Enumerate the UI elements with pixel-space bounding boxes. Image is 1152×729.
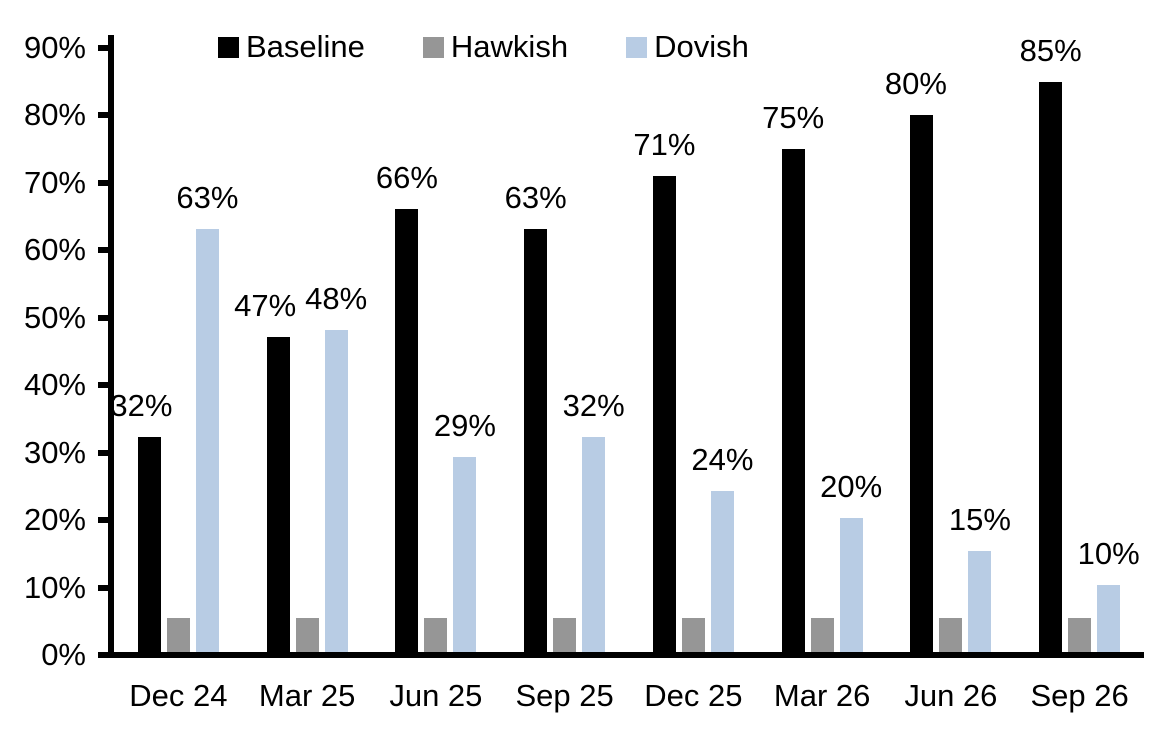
y-tick-label: 10% [23,569,86,605]
bar-baseline: 63% [505,182,567,652]
chart-legend: Baseline Hawkish Dovish [218,29,749,64]
data-label: 15% [948,502,1011,538]
legend-item-baseline: Baseline [218,29,365,64]
y-tick-label: 20% [23,502,86,538]
bar-dovish: 20% [820,471,882,652]
y-tick [98,179,108,186]
y-tick [98,449,108,456]
category-group-mar-26: 75% 20% Mar 26 [758,48,887,711]
bar-hawkish [810,618,834,652]
x-tick-label: Mar 26 [773,678,871,713]
y-tick-label: 70% [23,164,86,200]
data-label: 66% [375,160,438,196]
bar-hawkish [681,618,705,652]
data-label: 29% [433,408,496,444]
y-tick [98,112,108,119]
data-label: 63% [176,180,239,216]
y-tick [98,517,108,524]
category-group-dec-25: 71% 24% Dec 25 [629,48,758,711]
y-tick [98,652,108,658]
y-tick-label: 40% [23,367,86,403]
category-group-dec-24: 32% 63% Dec 24 [110,48,243,711]
data-label: 75% [762,99,825,135]
data-label: 63% [504,180,567,216]
data-label: 48% [305,280,368,316]
legend-swatch-hawkish [422,36,444,58]
plot-area: 32% 63% Dec 24 47% 48% Mar 25 66% 29% Jun 25 63% 3… [110,35,1144,711]
y-tick [98,314,108,321]
x-tick-label: Dec 25 [644,678,743,713]
legend-item-dovish: Dovish [626,29,749,64]
legend-label-dovish: Dovish [654,29,749,64]
category-group-sep-26: 85% 10% Sep 26 [1015,35,1144,711]
x-tick-label: Dec 24 [129,678,228,713]
bar-dovish: 24% [691,444,753,652]
data-label: 24% [691,441,754,477]
y-tick-label: 0% [41,637,86,672]
data-label: 20% [820,468,883,504]
bar-dovish: 10% [1078,538,1140,652]
y-axis-line [108,35,114,658]
y-tick [98,584,108,591]
y-tick-label: 50% [23,299,86,335]
data-label: 47% [234,287,297,323]
legend-swatch-dovish [626,36,648,58]
legend-item-hawkish: Hawkish [422,29,569,64]
bar-baseline: 71% [633,129,695,652]
bar-dovish: 48% [305,283,367,652]
x-tick-label: Mar 25 [258,678,356,713]
x-tick-label: Jun 25 [389,678,483,713]
category-group-sep-25: 63% 32% Sep 25 [500,48,629,711]
bar-baseline: 47% [234,290,296,652]
y-tick-label: 80% [23,97,86,133]
bar-baseline: 85% [1020,35,1082,652]
bar-dovish: 15% [949,504,1011,652]
data-label: 85% [1019,32,1082,68]
data-label: 71% [633,126,696,162]
x-tick-label: Sep 26 [1030,678,1129,713]
y-tick [98,45,108,51]
bar-hawkish [166,618,190,652]
data-label: 32% [562,388,625,424]
bar-baseline: 66% [376,162,438,652]
data-label: 32% [110,388,173,424]
category-group-jun-25: 66% 29% Jun 25 [372,48,501,711]
bar-baseline: 32% [110,390,172,652]
y-tick-label: 30% [23,434,86,470]
category-group-mar-25: 47% 48% Mar 25 [234,48,372,711]
bar-hawkish [1068,618,1092,652]
x-axis-line [108,652,1144,658]
x-tick-label: Jun 26 [904,678,998,713]
legend-swatch-baseline [218,36,239,58]
legend-label-baseline: Baseline [246,29,365,64]
y-tick [98,247,108,254]
bar-hawkish [424,618,448,652]
x-tick-label: Sep 25 [515,678,614,713]
bar-hawkish [939,618,963,652]
category-group-jun-26: 80% 15% Jun 26 [885,48,1016,711]
legend-label-hawkish: Hawkish [450,29,569,64]
y-tick [98,382,108,389]
bar-hawkish [553,618,577,652]
y-tick-label: 90% [23,30,86,65]
bar-baseline: 80% [885,68,947,652]
bar-hawkish [295,618,319,652]
bar-dovish: 29% [434,410,496,652]
bar-dovish: 32% [563,390,625,652]
bar-dovish: 63% [176,182,238,652]
y-axis: 0% 10% 20% 30% 40% 50% 60% 70% 80% 90% [0,30,108,672]
data-label: 80% [884,66,947,102]
y-tick-label: 60% [23,232,86,268]
bar-baseline: 75% [762,102,824,652]
data-label: 10% [1077,535,1140,571]
